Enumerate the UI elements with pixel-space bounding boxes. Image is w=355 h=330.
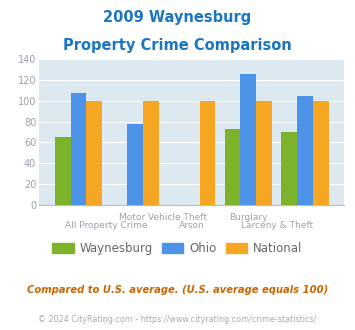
- Text: Burglary: Burglary: [229, 213, 268, 222]
- Bar: [55, 137, 71, 205]
- Text: 2009 Waynesburg: 2009 Waynesburg: [103, 10, 252, 25]
- Text: Motor Vehicle Theft: Motor Vehicle Theft: [119, 213, 207, 222]
- Text: All Property Crime: All Property Crime: [65, 221, 148, 230]
- Bar: [282, 132, 297, 205]
- Text: Larceny & Theft: Larceny & Theft: [241, 221, 313, 230]
- Bar: [240, 74, 256, 205]
- Bar: [256, 101, 272, 205]
- Bar: [225, 129, 240, 205]
- Text: © 2024 CityRating.com - https://www.cityrating.com/crime-statistics/: © 2024 CityRating.com - https://www.city…: [38, 315, 317, 324]
- Bar: [86, 101, 102, 205]
- Bar: [143, 101, 159, 205]
- Bar: [127, 124, 143, 205]
- Bar: [200, 101, 215, 205]
- Text: Property Crime Comparison: Property Crime Comparison: [63, 38, 292, 53]
- Text: Compared to U.S. average. (U.S. average equals 100): Compared to U.S. average. (U.S. average …: [27, 285, 328, 295]
- Text: Arson: Arson: [179, 221, 204, 230]
- Bar: [297, 96, 313, 205]
- Bar: [313, 101, 329, 205]
- Legend: Waynesburg, Ohio, National: Waynesburg, Ohio, National: [48, 237, 307, 260]
- Bar: [71, 93, 86, 205]
